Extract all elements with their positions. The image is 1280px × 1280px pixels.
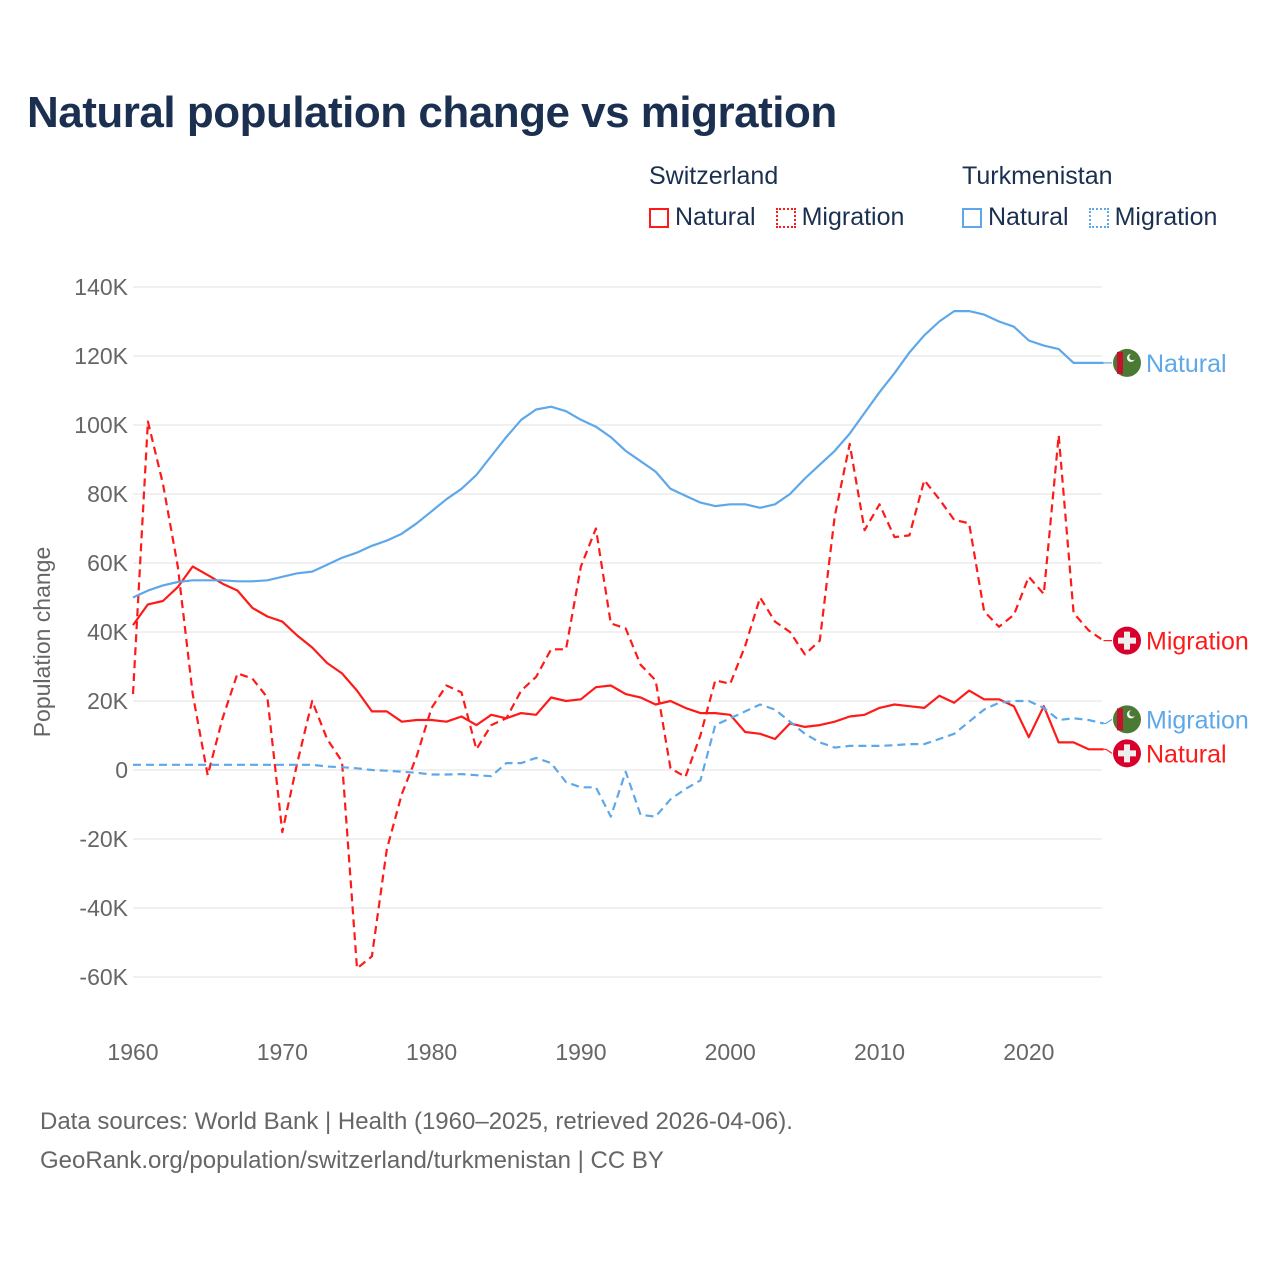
legend-turkmenistan: Turkmenistan Natural Migration — [962, 162, 1217, 232]
y-tick-label: -60K — [79, 964, 128, 990]
legend-country: Switzerland — [649, 162, 779, 190]
legend-swatch-dotted — [775, 207, 796, 228]
x-tick-label: 2020 — [1003, 1039, 1054, 1065]
x-tick-label: 1980 — [406, 1039, 457, 1065]
x-tick-label: 1970 — [257, 1039, 308, 1065]
series-line-switzerland-natural — [132, 565, 1104, 751]
end-label: Migration — [1146, 706, 1249, 734]
series-line-turkmenistan-migration — [133, 699, 1104, 818]
y-tick-label: 80K — [87, 481, 129, 507]
y-tick-label: 0 — [115, 757, 128, 783]
legend-country: Turkmenistan — [962, 162, 1113, 190]
legend-label: Natural — [675, 203, 756, 231]
end-label: Natural — [1146, 740, 1227, 768]
end-label-connector — [1103, 718, 1113, 725]
flag-crescent-cut — [1129, 353, 1136, 361]
end-label-connector — [1103, 748, 1113, 754]
y-tick-label: -40K — [79, 895, 128, 921]
end-label: Natural — [1146, 350, 1227, 378]
legend-switzerland: Switzerland Natural Migration — [649, 162, 924, 232]
source-line-1: Data sources: World Bank | Health (1960–… — [40, 1108, 793, 1135]
flag-stripe — [1117, 708, 1123, 731]
y-tick-label: 40K — [87, 619, 129, 645]
legend-label: Natural — [988, 203, 1069, 231]
legend-swatch-solid — [962, 207, 982, 228]
legend-item-turkmenistan-natural[interactable]: Natural — [962, 203, 1069, 232]
x-tick-label: 1960 — [107, 1039, 158, 1065]
legend-label: Migration — [801, 203, 905, 231]
legend-swatch-dotted — [1088, 207, 1109, 228]
series-line-turkmenistan-natural — [132, 310, 1104, 599]
x-tick-label: 1990 — [555, 1039, 606, 1065]
legend-swatch-solid — [649, 207, 669, 228]
flag-crescent-cut — [1129, 710, 1136, 717]
y-tick-label: 20K — [87, 688, 129, 714]
x-tick-label: 2000 — [705, 1039, 756, 1065]
y-tick-label: 140K — [74, 274, 128, 300]
x-tick-label: 2010 — [854, 1039, 905, 1065]
flag-cross — [1118, 750, 1136, 757]
legend-item-switzerland-migration[interactable]: Migration — [775, 203, 905, 232]
legend-label: Migration — [1114, 203, 1218, 231]
y-axis-label: Population change — [29, 547, 55, 738]
chart-title: Natural population change vs migration — [27, 88, 837, 137]
series-line-switzerland-migration — [131, 420, 1105, 970]
legend-item-switzerland-natural[interactable]: Natural — [649, 203, 756, 232]
end-label: Migration — [1146, 628, 1249, 656]
legend-item-turkmenistan-migration[interactable]: Migration — [1088, 203, 1218, 232]
y-tick-label: 60K — [87, 550, 129, 576]
source-line-2[interactable]: GeoRank.org/population/switzerland/turkm… — [40, 1147, 664, 1174]
flag-cross — [1118, 637, 1136, 644]
y-tick-label: 120K — [74, 343, 128, 369]
flag-stripe — [1117, 351, 1123, 374]
y-tick-label: 100K — [74, 412, 128, 438]
y-tick-label: -20K — [79, 826, 128, 852]
